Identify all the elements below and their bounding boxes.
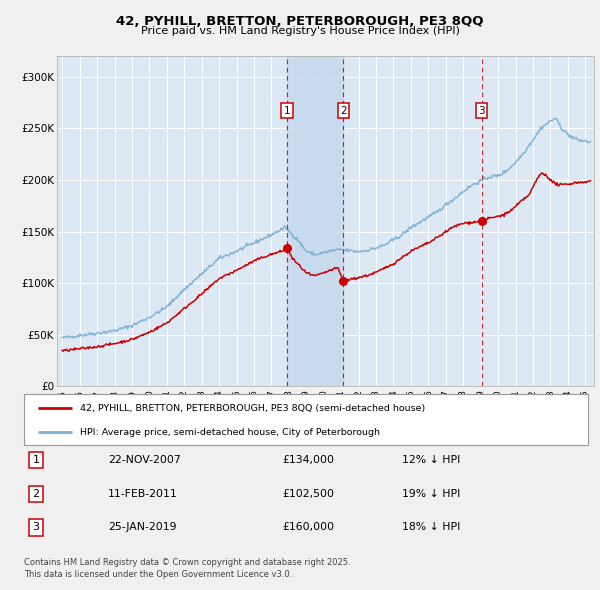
Text: £134,000: £134,000	[282, 455, 334, 465]
Text: 2: 2	[32, 489, 40, 499]
Text: 22-NOV-2007: 22-NOV-2007	[108, 455, 181, 465]
Text: 3: 3	[479, 106, 485, 116]
Text: 11-FEB-2011: 11-FEB-2011	[108, 489, 178, 499]
Text: 1: 1	[32, 455, 40, 465]
Text: 42, PYHILL, BRETTON, PETERBOROUGH, PE3 8QQ: 42, PYHILL, BRETTON, PETERBOROUGH, PE3 8…	[116, 15, 484, 28]
Text: 42, PYHILL, BRETTON, PETERBOROUGH, PE3 8QQ (semi-detached house): 42, PYHILL, BRETTON, PETERBOROUGH, PE3 8…	[80, 404, 425, 412]
FancyBboxPatch shape	[24, 394, 588, 445]
Text: 2: 2	[340, 106, 347, 116]
Text: 18% ↓ HPI: 18% ↓ HPI	[402, 523, 460, 532]
Text: HPI: Average price, semi-detached house, City of Peterborough: HPI: Average price, semi-detached house,…	[80, 428, 380, 437]
Text: 25-JAN-2019: 25-JAN-2019	[108, 523, 176, 532]
Text: 1: 1	[284, 106, 290, 116]
Text: Contains HM Land Registry data © Crown copyright and database right 2025.
This d: Contains HM Land Registry data © Crown c…	[24, 558, 350, 579]
Text: 3: 3	[32, 523, 40, 532]
Text: 12% ↓ HPI: 12% ↓ HPI	[402, 455, 460, 465]
Text: £160,000: £160,000	[282, 523, 334, 532]
Text: £102,500: £102,500	[282, 489, 334, 499]
Bar	[287, 56, 343, 386]
Text: Price paid vs. HM Land Registry's House Price Index (HPI): Price paid vs. HM Land Registry's House …	[140, 26, 460, 36]
Text: 19% ↓ HPI: 19% ↓ HPI	[402, 489, 460, 499]
